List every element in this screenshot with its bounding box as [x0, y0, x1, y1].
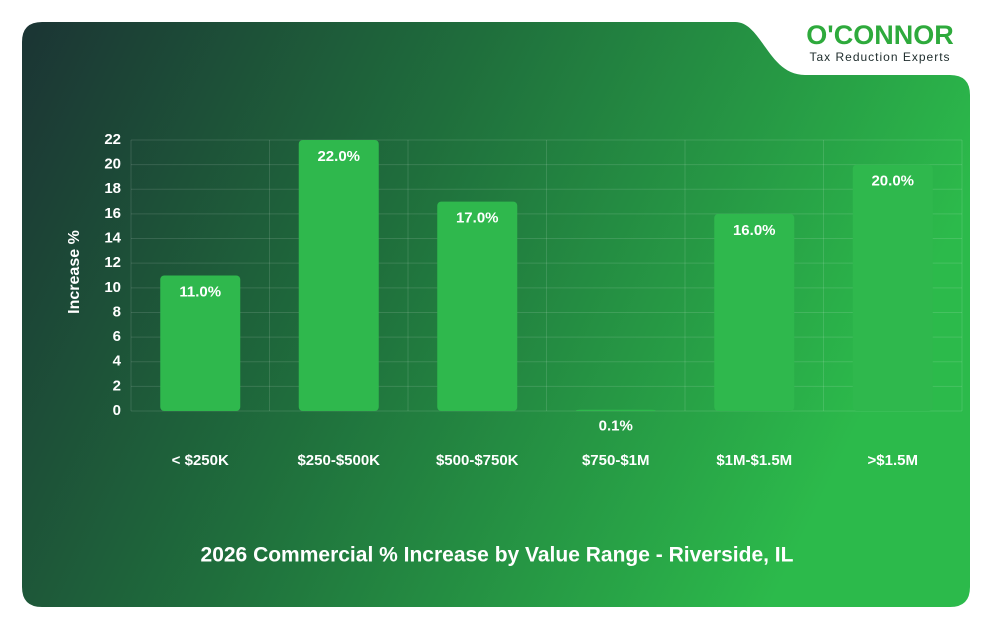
bar [298, 140, 379, 411]
logo-tagline: Tax Reduction Experts [809, 50, 950, 64]
y-tick-label: 4 [113, 353, 122, 370]
y-tick-label: 14 [104, 230, 121, 247]
x-tick-label: $500-$750K [436, 452, 519, 469]
value-label: 0.1% [599, 418, 633, 435]
y-tick-label: 18 [104, 180, 121, 197]
chart-title: 2026 Commercial % Increase by Value Rang… [201, 544, 794, 567]
x-tick-label: < $250K [172, 452, 229, 469]
x-tick-label: $250-$500K [297, 452, 380, 469]
y-tick-label: 20 [104, 156, 121, 173]
logo-name: O'CONNOR [806, 20, 953, 50]
value-label: 11.0% [179, 283, 221, 300]
bar [575, 409, 656, 411]
y-tick-label: 2 [113, 377, 121, 394]
bar [160, 275, 241, 411]
y-axis-title: Increase % [66, 230, 83, 314]
value-label: 17.0% [456, 210, 499, 227]
bar [852, 164, 933, 411]
value-label: 16.0% [733, 222, 776, 239]
y-tick-label: 22 [104, 131, 121, 148]
value-label: 22.0% [317, 148, 360, 165]
y-tick-label: 6 [113, 328, 121, 345]
y-tick-label: 8 [113, 303, 121, 320]
y-tick-label: 10 [104, 279, 121, 296]
x-tick-label: >$1.5M [868, 452, 918, 469]
y-tick-label: 16 [104, 205, 121, 222]
x-tick-label: $1M-$1.5M [716, 452, 792, 469]
y-tick-label: 0 [113, 402, 121, 419]
bar [714, 213, 795, 411]
x-tick-label: $750-$1M [582, 452, 650, 469]
bar [437, 201, 518, 411]
y-tick-label: 12 [104, 254, 121, 271]
value-label: 20.0% [871, 173, 914, 190]
